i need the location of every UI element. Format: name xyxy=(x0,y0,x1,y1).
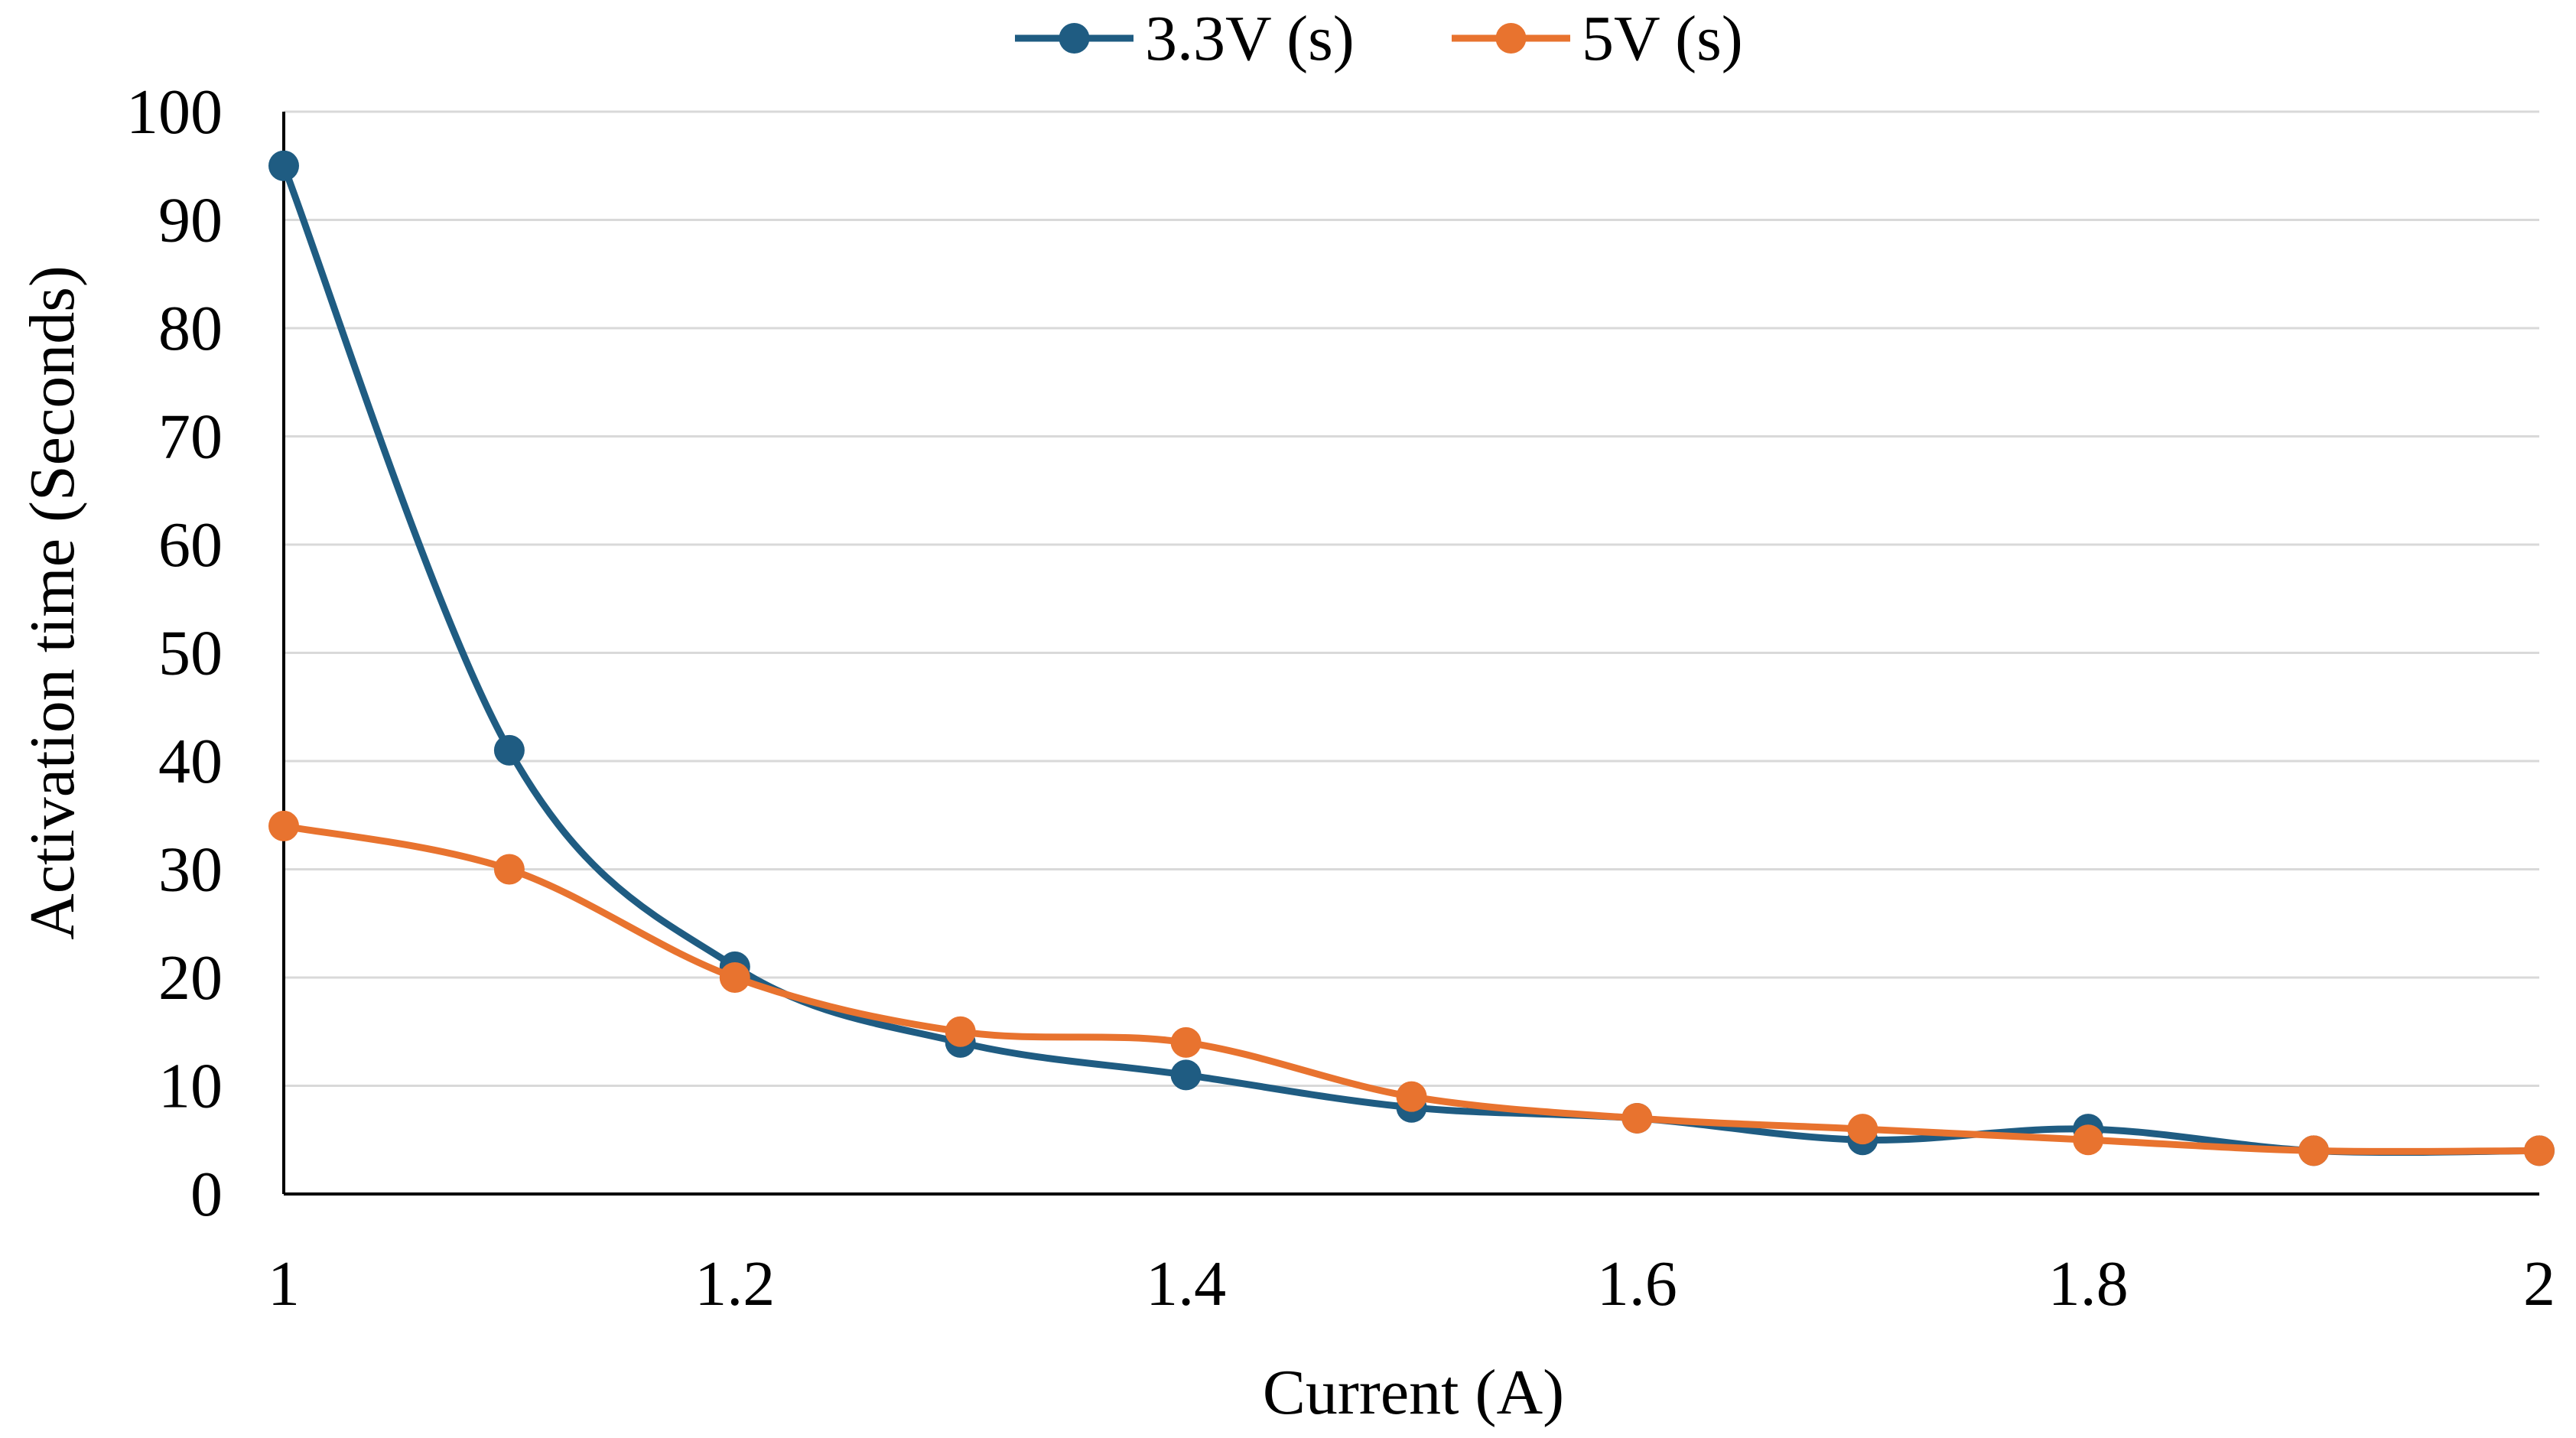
y-tick-label: 20 xyxy=(158,942,223,1013)
x-tick-label: 1.4 xyxy=(1146,1248,1226,1319)
y-tick-label: 100 xyxy=(126,76,223,148)
gridlines xyxy=(284,110,2539,1087)
series-2-point xyxy=(1170,1026,1202,1058)
legend: 3.3V (s) 5V (s) xyxy=(1015,3,1743,74)
series-2-point xyxy=(1847,1114,1878,1145)
x-tick-label: 1.8 xyxy=(2048,1248,2129,1319)
series-1-line xyxy=(280,162,2543,1157)
legend-marker xyxy=(1059,23,1090,54)
series-2-point xyxy=(1621,1102,1653,1134)
series-2-point xyxy=(719,962,750,993)
legend-label: 5V (s) xyxy=(1582,3,1743,74)
y-tick-label: 40 xyxy=(158,726,223,797)
x-tick-label: 1.6 xyxy=(1597,1248,1677,1319)
y-tick-label: 10 xyxy=(158,1051,223,1122)
series-2-point xyxy=(1396,1081,1427,1112)
legend-item-1: 3.3V (s) xyxy=(1015,3,1355,74)
y-tick-label: 50 xyxy=(158,618,223,689)
y-tick-label: 80 xyxy=(158,293,223,364)
series-2-point xyxy=(268,810,299,841)
y-tick-label: 60 xyxy=(158,509,223,581)
series-2-point xyxy=(945,1016,976,1047)
y-tick-label: 30 xyxy=(158,834,223,906)
tick-labels: 0 10 20 30 40 50 60 70 80 90 100 1 1.2 1.4 1.6 1.8 2 xyxy=(126,76,2555,1319)
x-tick-label: 1.2 xyxy=(694,1248,775,1319)
series-1-point xyxy=(1170,1059,1202,1091)
series-1 xyxy=(268,150,2555,1166)
y-tick-label: 90 xyxy=(158,185,223,256)
series-2-point xyxy=(2073,1124,2104,1156)
series xyxy=(268,150,2555,1166)
series-2-point xyxy=(493,854,525,885)
series-2 xyxy=(268,810,2555,1166)
x-tick-label: 2 xyxy=(2523,1248,2555,1319)
x-axis-title: Current (A) xyxy=(1263,1357,1564,1428)
y-axis-title: Activation time (Seconds) xyxy=(17,265,88,940)
legend-marker xyxy=(1495,23,1527,54)
series-1-point xyxy=(268,150,299,181)
y-tick-label: 0 xyxy=(190,1159,223,1230)
series-2-point xyxy=(2524,1135,2555,1166)
series-1-point xyxy=(493,734,525,766)
x-tick-label: 1 xyxy=(268,1248,300,1319)
axes xyxy=(282,112,2539,1196)
legend-label: 3.3V (s) xyxy=(1145,3,1355,74)
series-2-point xyxy=(2298,1135,2330,1166)
legend-item-2: 5V (s) xyxy=(1452,3,1743,74)
y-tick-label: 70 xyxy=(158,402,223,473)
